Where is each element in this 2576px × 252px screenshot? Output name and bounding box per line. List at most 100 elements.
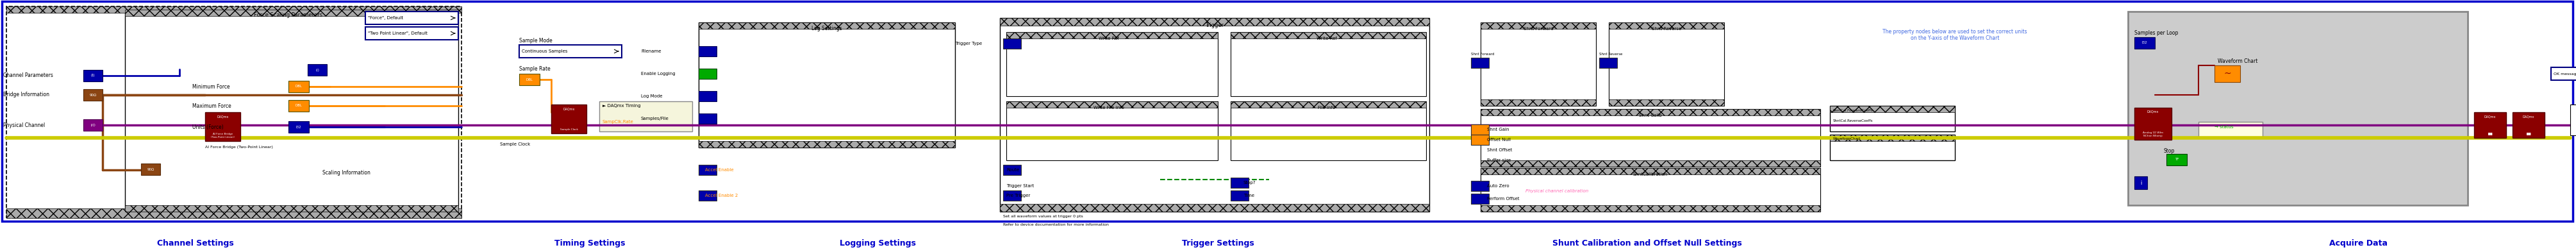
Text: Shunt Calibration and Offset Null Settings: Shunt Calibration and Offset Null Settin… [1553, 239, 1741, 248]
Bar [1007, 101, 1218, 108]
Text: Shnt Reverse: Shnt Reverse [1651, 27, 1682, 31]
Bar [1481, 160, 1821, 167]
Text: DAQmx: DAQmx [2483, 115, 2496, 118]
Text: Samples/File: Samples/File [641, 117, 670, 120]
Bar [2136, 176, 2148, 189]
Text: Logging Settings: Logging Settings [840, 239, 917, 248]
Text: Waveform Chart: Waveform Chart [2218, 58, 2257, 64]
Bar [1002, 191, 1020, 201]
Text: I32: I32 [296, 125, 301, 129]
Text: The property nodes below are used to set the correct units
on the Y-axis of the : The property nodes below are used to set… [1883, 29, 2027, 41]
Bar [5, 208, 461, 218]
Bar [698, 91, 716, 101]
Bar [1007, 32, 1218, 39]
Text: DBL: DBL [296, 85, 301, 88]
Text: Offset Null: Offset Null [1486, 138, 1510, 142]
Bar [1829, 135, 1955, 141]
Text: Refer to device documentation for more information: Refer to device documentation for more i… [1002, 223, 1108, 226]
Bar [1600, 58, 1618, 68]
Text: Physical Channel: Physical Channel [3, 122, 44, 128]
Text: ██: ██ [2488, 133, 2491, 135]
Text: ► DAQmx Timing: ► DAQmx Timing [603, 104, 641, 108]
Bar [999, 204, 1430, 212]
Text: DAQmx: DAQmx [216, 115, 229, 118]
Text: Acquire Data: Acquire Data [2329, 239, 2388, 248]
Bar [698, 22, 956, 29]
Text: Route: Route [1007, 168, 1020, 172]
Text: Minimum Force: Minimum Force [193, 84, 229, 89]
Bar [2136, 37, 2156, 49]
Text: Write Ref: Write Ref [1316, 37, 1337, 40]
Bar [551, 105, 587, 133]
Text: DAQmx: DAQmx [564, 107, 574, 110]
Text: DAQmx: DAQmx [2146, 110, 2159, 113]
Text: "Two Point Linear", Default: "Two Point Linear", Default [368, 31, 428, 35]
Bar [698, 22, 956, 147]
Text: Shnt Calib: Shnt Calib [1638, 113, 1662, 117]
Bar [1610, 99, 1723, 106]
Text: Log Mode: Log Mode [641, 94, 662, 98]
Text: Sample Clock: Sample Clock [500, 142, 531, 146]
Text: → status: → status [2215, 125, 2233, 129]
Bar [289, 81, 309, 92]
Bar [1829, 106, 1955, 112]
Bar [1829, 106, 1955, 132]
Bar [698, 46, 716, 56]
Text: TF: TF [2174, 158, 2179, 161]
Text: 90Ω: 90Ω [147, 168, 155, 171]
Bar [1002, 165, 1020, 175]
Text: Shnt Gain: Shnt Gain [1486, 128, 1510, 132]
Text: Sample Mode: Sample Mode [520, 38, 551, 43]
Bar [1481, 168, 1821, 174]
Bar [1481, 99, 1597, 106]
Text: Sample Clock: Sample Clock [559, 128, 577, 131]
Text: DBL: DBL [526, 78, 533, 81]
Bar [1231, 191, 1249, 201]
Text: Samples per Loop: Samples per Loop [2136, 30, 2179, 36]
Bar [1481, 168, 1821, 212]
Bar [126, 10, 459, 16]
Bar [3, 1, 2573, 221]
Text: DAQmx: DAQmx [2522, 115, 2535, 118]
Text: Log Settings: Log Settings [811, 26, 842, 31]
Text: Perform Offset: Perform Offset [1486, 197, 1520, 201]
Bar [82, 119, 103, 131]
Text: Channel Parameters: Channel Parameters [3, 73, 54, 79]
Bar [1471, 194, 1489, 204]
Text: Pre Trigger: Pre Trigger [1007, 194, 1030, 198]
Text: AI Force Bridge (Two-Point Linear): AI Force Bridge (Two-Point Linear) [206, 146, 273, 149]
Text: Units (Force): Units (Force) [193, 124, 224, 130]
Bar [698, 69, 716, 79]
Text: Enable Logging: Enable Logging [641, 72, 675, 76]
Text: DBL: DBL [296, 104, 301, 107]
Bar [1471, 135, 1489, 145]
Text: ShntCal.ReverseCoeffs: ShntCal.ReverseCoeffs [1834, 119, 1873, 122]
Bar [1481, 205, 1821, 212]
Bar [5, 6, 461, 218]
Text: Shnt Offset: Shnt Offset [1486, 148, 1512, 152]
Bar [1481, 109, 1821, 167]
Text: Sample Rate: Sample Rate [520, 66, 551, 72]
Text: WaveformChart: WaveformChart [1834, 138, 1860, 141]
Bar [1231, 101, 1427, 108]
Text: I32: I32 [2141, 41, 2148, 45]
Bar [1231, 32, 1427, 39]
Bar [1231, 178, 1249, 188]
Bar [2136, 108, 2172, 140]
Bar [698, 191, 716, 201]
Bar [2571, 105, 2576, 135]
Bar [520, 45, 621, 58]
Bar [142, 164, 160, 175]
Bar [520, 74, 541, 85]
Bar [5, 6, 461, 13]
Text: ShntCalibration: ShntCalibration [1633, 172, 1667, 176]
Bar [206, 112, 240, 141]
Bar [1007, 32, 1218, 96]
Text: Shnt Forward: Shnt Forward [1522, 27, 1553, 31]
Text: Write Ref: Write Ref [1100, 37, 1118, 40]
Text: 90Ω: 90Ω [90, 93, 95, 97]
Bar [307, 64, 327, 76]
Bar [1471, 58, 1489, 68]
Text: Accel Enable: Accel Enable [706, 168, 734, 172]
Text: Shnt Forward: Shnt Forward [1471, 53, 1494, 56]
